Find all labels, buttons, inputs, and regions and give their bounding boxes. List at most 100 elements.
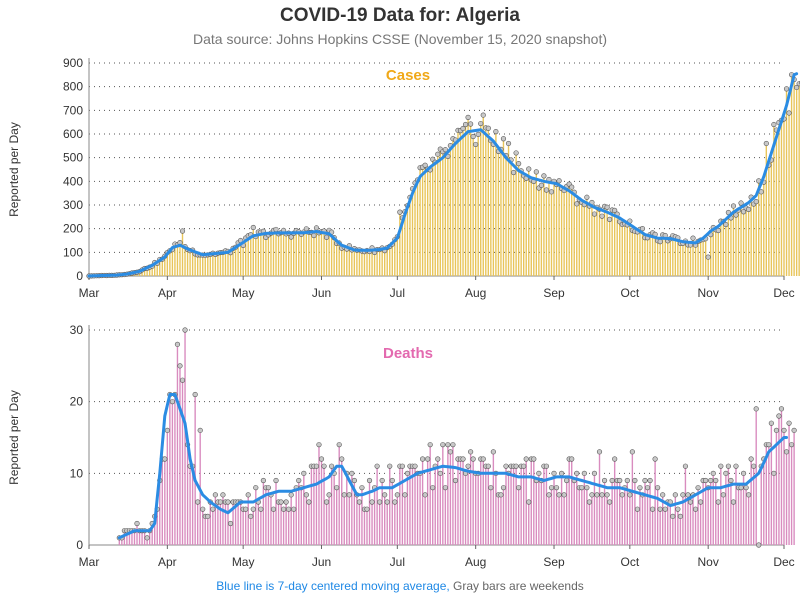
daily-bar [191,250,194,276]
daily-marker [351,477,357,484]
daily-bar [383,250,386,276]
daily-bar [179,365,181,545]
daily-marker [627,492,633,498]
daily-marker [488,485,494,491]
daily-bar [426,169,429,276]
daily-bar [586,487,588,545]
daily-bar [189,250,191,276]
daily-marker [301,470,307,476]
daily-marker [649,506,656,512]
daily-bar [684,241,687,276]
daily-marker [217,499,224,505]
x-tick-label: Jun [312,286,331,300]
daily-bar [644,480,646,545]
daily-marker [430,485,436,491]
daily-marker [639,226,646,232]
daily-bar [545,190,548,276]
daily-bar [454,480,457,545]
daily-bar [371,247,373,276]
daily-bar [707,487,709,545]
daily-marker [733,463,739,469]
daily-marker [591,470,598,476]
daily-bar [325,502,328,545]
daily-bar [517,487,520,545]
daily-marker [548,485,555,491]
daily-bar [207,516,209,545]
daily-bar [639,229,641,276]
daily-marker [225,499,231,505]
daily-bar [452,138,454,276]
daily-bar [533,459,535,545]
daily-marker [574,470,580,476]
y-tick-label: 0 [76,269,83,283]
daily-bar [697,487,699,545]
daily-bar [146,537,148,545]
daily-bar [568,184,570,276]
daily-bar [303,231,305,276]
daily-bar [699,502,702,545]
daily-bar [341,248,343,276]
daily-bar [502,487,505,545]
daily-bar [525,178,527,276]
daily-marker [634,506,641,512]
daily-bar [287,233,290,276]
daily-bar [406,205,409,276]
daily-bar [747,494,750,545]
daily-marker [619,492,625,498]
daily-bar [500,494,502,545]
daily-bar [573,480,575,545]
daily-bar [773,473,775,545]
footer-note: Blue line is 7-day centered moving avera… [0,579,800,593]
daily-bar [434,466,436,545]
daily-bar [611,209,613,276]
daily-bar [181,231,184,276]
daily-marker [756,542,762,548]
daily-bar [295,230,297,276]
daily-marker [672,492,678,498]
daily-bar [490,140,492,276]
daily-marker [442,147,448,153]
daily-bar [323,466,325,545]
daily-bar [571,187,573,276]
daily-marker [480,456,486,462]
daily-bar [186,444,189,545]
daily-bar [689,502,692,545]
daily-bar [219,252,222,276]
daily-bar [528,502,530,545]
daily-marker [531,456,537,462]
daily-bar [325,237,328,276]
daily-bar [341,459,343,545]
daily-bar [492,144,495,276]
daily-bar [593,473,596,545]
daily-bar [710,480,712,545]
daily-marker [574,201,580,207]
daily-marker [192,391,198,398]
daily-marker [609,477,615,484]
daily-marker [783,86,790,92]
daily-bar [462,128,464,276]
daily-bar [565,186,568,276]
daily-bar [694,509,697,545]
moving-average-line [87,72,799,278]
daily-bar [318,444,320,545]
daily-bar [373,252,376,276]
daily-marker [596,449,603,455]
daily-bar [553,181,555,276]
daily-marker [526,166,532,172]
daily-bar [399,212,401,276]
daily-bar [394,239,396,276]
daily-marker [422,162,428,168]
daily-bar [530,179,532,276]
daily-bar [593,214,596,276]
daily-bar [381,248,383,276]
daily-bar [672,235,674,276]
daily-bar [608,502,611,545]
daily-bar [416,473,419,545]
daily-marker [460,125,466,132]
daily-marker [500,136,507,142]
daily-bar [260,509,262,545]
daily-marker [205,513,211,519]
daily-bar [588,206,591,276]
daily-bar [442,151,444,276]
daily-marker [258,506,264,512]
